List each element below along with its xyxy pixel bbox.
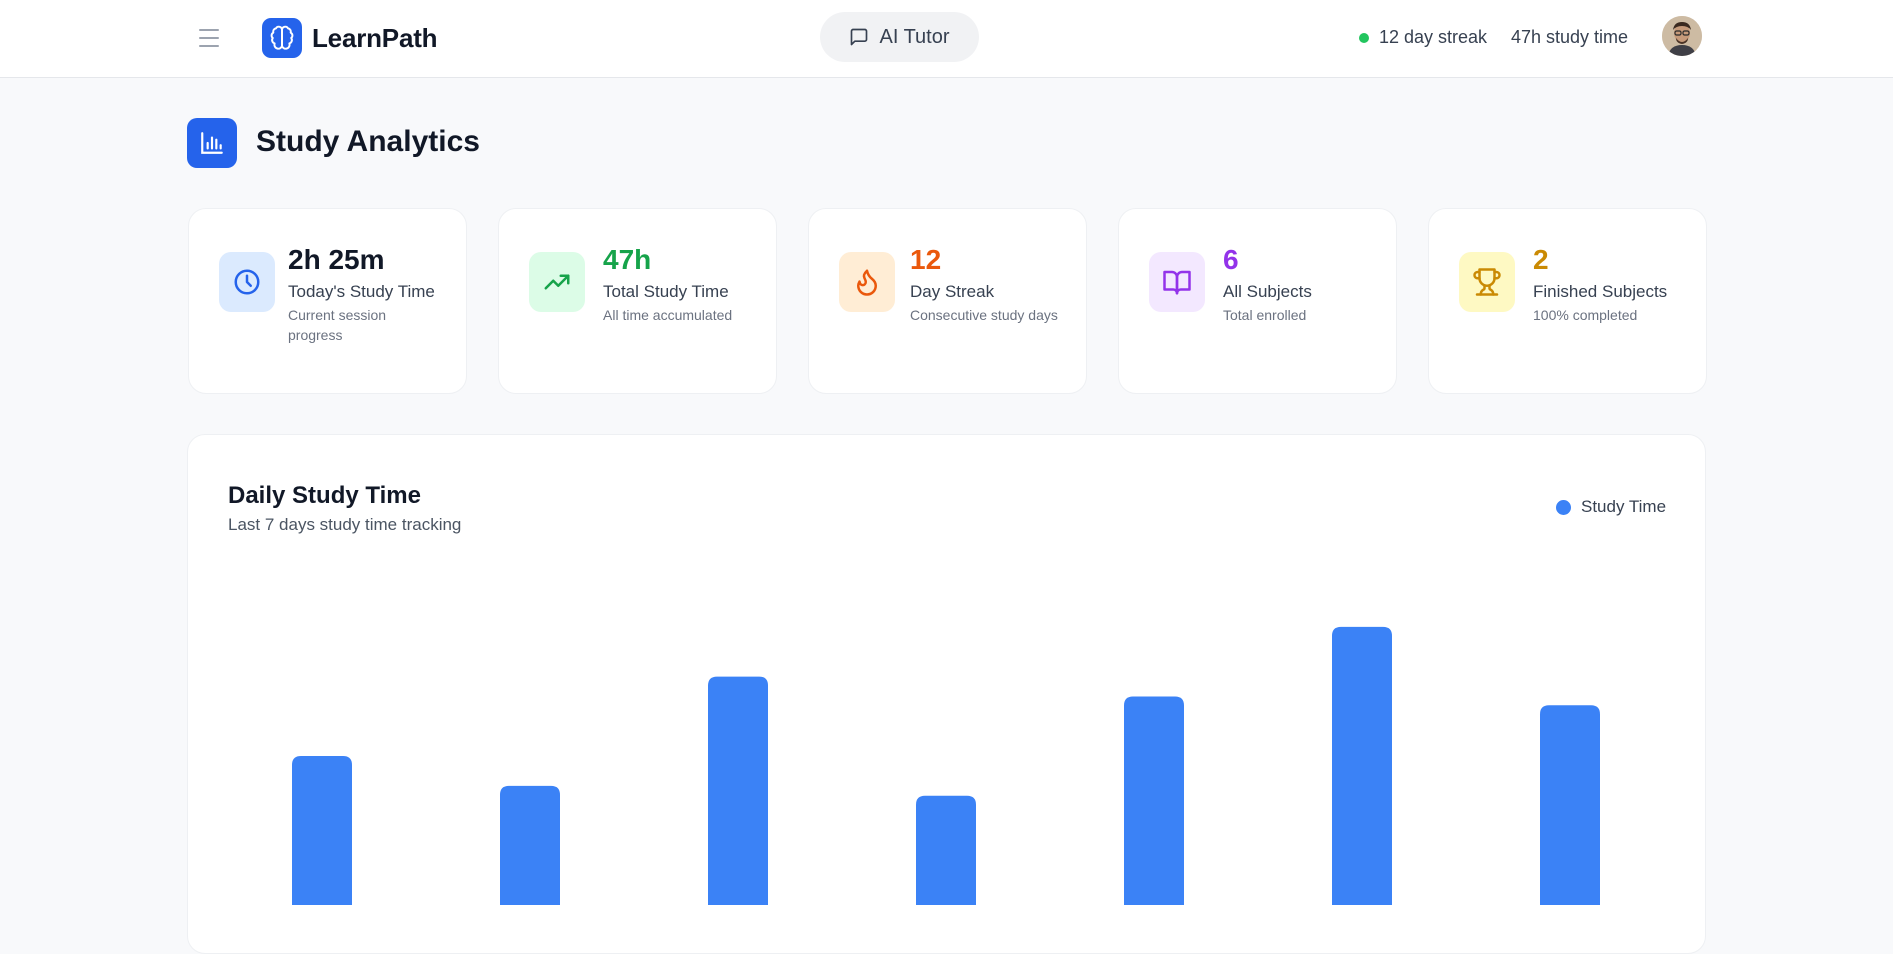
legend-dot	[1556, 499, 1571, 515]
chart-legend: Study Time	[1556, 497, 1666, 517]
chart-bar	[1332, 626, 1392, 905]
chart-title: Daily Study Time	[228, 482, 421, 509]
stat-value: 12	[910, 244, 942, 275]
study-time-text: 47h study time	[1511, 27, 1629, 47]
page-title: Study Analytics	[256, 125, 480, 158]
stat-subtitle: All time accumulated	[603, 307, 733, 324]
stat-value: 6	[1223, 244, 1239, 275]
chart-bar	[292, 756, 352, 905]
chart-bar	[1124, 696, 1184, 905]
streak-indicator: 12 day streak	[1359, 27, 1487, 48]
trending-up-icon	[544, 274, 570, 290]
chart-bar	[916, 795, 976, 905]
message-square-icon	[851, 28, 868, 46]
book-open-icon	[1163, 270, 1191, 295]
top-header: LearnPath AI Tutor 12 day streak 47h stu…	[0, 0, 1893, 78]
stat-card-today: 2h 25m Today's Study Time Current sessio…	[188, 208, 467, 394]
stat-card-finished: 2 Finished Subjects 100% completed	[1428, 208, 1707, 394]
flame-icon	[857, 269, 877, 296]
legend-label: Study Time	[1581, 497, 1667, 516]
ai-tutor-button[interactable]: AI Tutor	[820, 12, 979, 62]
bar-chart	[292, 626, 1600, 905]
daily-study-chart-card: Daily Study Time Last 7 days study time …	[187, 434, 1706, 954]
stat-value: 2h 25m	[288, 244, 385, 275]
stat-label: Total Study Time	[603, 281, 729, 301]
card-icon-wrap	[529, 252, 585, 312]
bar-chart-icon	[187, 118, 237, 168]
status-dot	[1359, 32, 1369, 43]
card-icon-wrap	[1149, 252, 1205, 312]
stat-subtitle: Total enrolled	[1223, 307, 1307, 324]
stat-subtitle: Current session progress	[288, 307, 387, 343]
stat-value: 47h	[603, 244, 652, 275]
brand-name: LearnPath	[312, 22, 438, 53]
chart-subtitle: Last 7 days study time tracking	[228, 515, 462, 534]
user-avatar[interactable]	[1662, 16, 1702, 56]
stat-label: Day Streak	[910, 281, 995, 301]
brain-logo-icon	[262, 18, 302, 58]
stat-label: All Subjects	[1223, 281, 1312, 301]
stat-card-streak: 12 Day Streak Consecutive study days	[808, 208, 1087, 394]
menu-button[interactable]	[196, 24, 222, 52]
brand[interactable]: LearnPath	[262, 18, 438, 58]
streak-text: 12 day streak	[1379, 27, 1488, 47]
stat-label: Today's Study Time	[288, 281, 435, 301]
trophy-icon	[1473, 268, 1501, 296]
chart-bar	[500, 785, 560, 905]
ai-tutor-label: AI Tutor	[879, 25, 950, 48]
card-icon-wrap	[1459, 252, 1515, 312]
chart-bar	[708, 676, 768, 905]
clock-icon	[234, 269, 260, 295]
stat-value: 2	[1533, 244, 1549, 275]
menu-icon-line	[199, 45, 219, 47]
stat-card-total: 47h Total Study Time All time accumulate…	[498, 208, 777, 394]
stat-label: Finished Subjects	[1533, 281, 1668, 301]
stat-subtitle: 100% completed	[1533, 307, 1638, 324]
card-icon-wrap	[219, 252, 275, 312]
menu-icon-line	[199, 37, 219, 39]
menu-icon-line	[199, 29, 219, 31]
stat-card-subjects: 6 All Subjects Total enrolled	[1118, 208, 1397, 394]
card-icon-wrap	[839, 252, 895, 312]
chart-bar	[1540, 705, 1600, 905]
stat-subtitle: Consecutive study days	[910, 307, 1058, 324]
